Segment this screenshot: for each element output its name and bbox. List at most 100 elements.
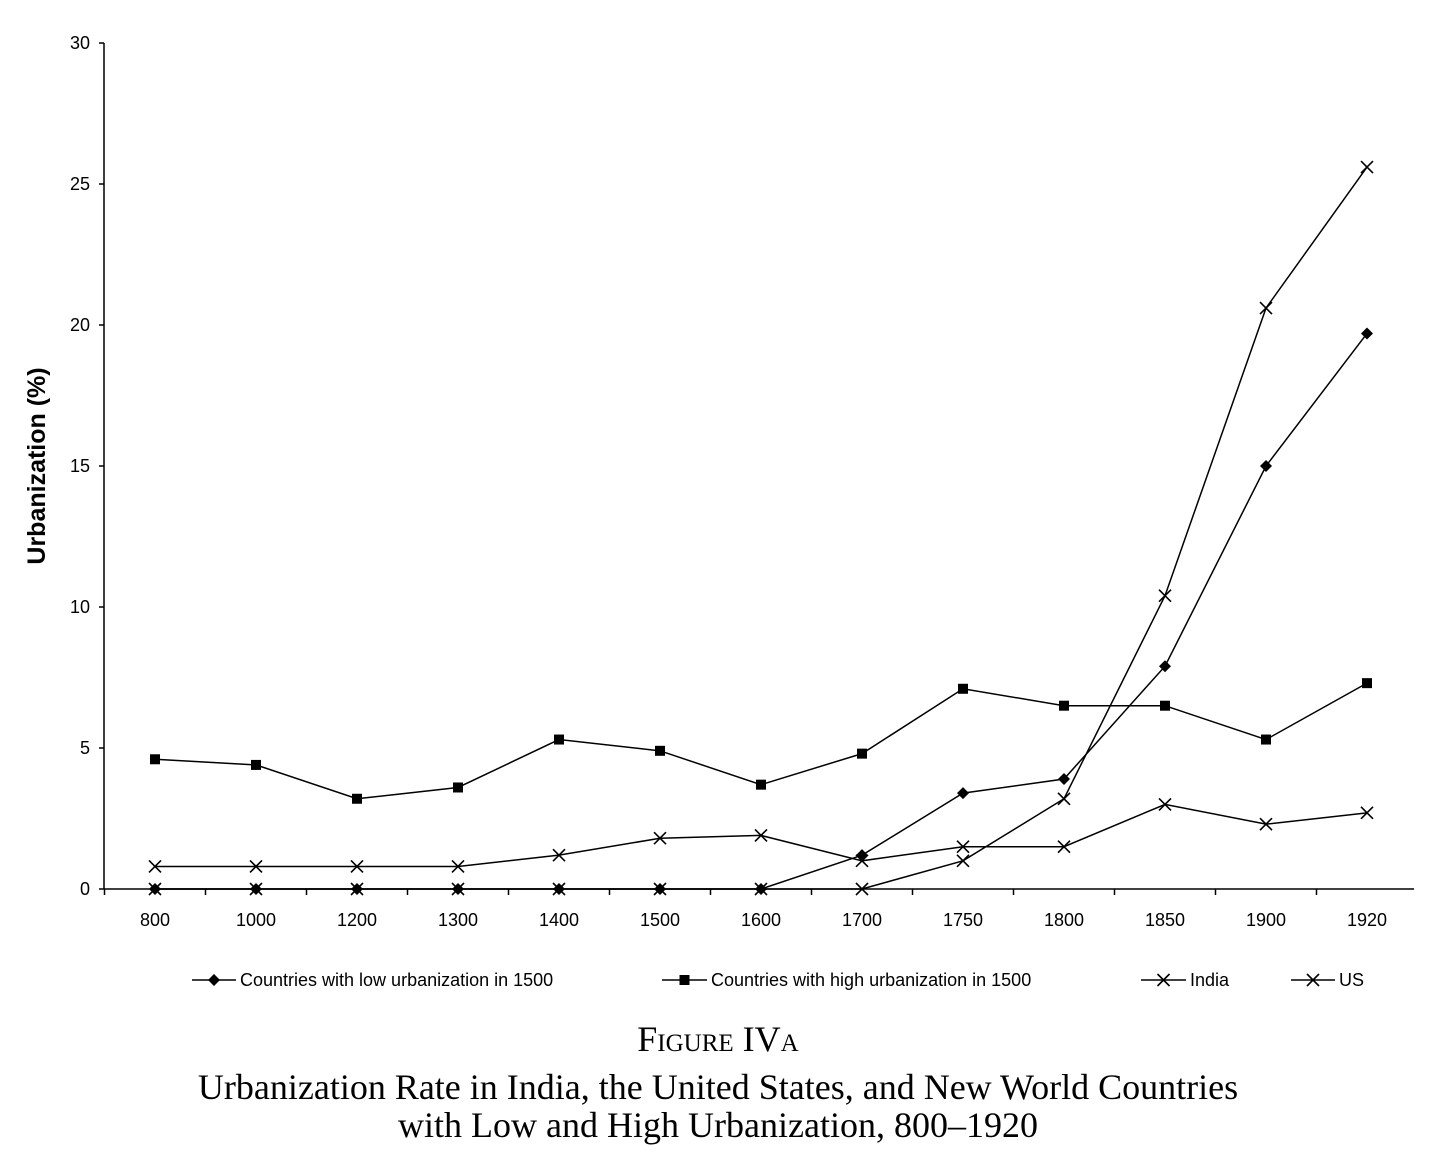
data-point [150,754,160,765]
chart: 0 5 10 15 20 25 30 800 1000 1200 1300 1400 1500 1600 1… [23,33,1414,990]
data-point [855,882,869,896]
x-marker-stroke [350,859,364,874]
data-point [957,787,969,800]
data-point [655,745,665,756]
data-point [148,859,162,874]
legend-label: Countries with high urbanization in 1500 [711,970,1031,990]
series-3 [148,160,1374,896]
x-tick-label: 800 [140,910,170,930]
data-point [451,882,465,896]
figure-label: Figure IVa [637,1019,799,1059]
data-point [1057,840,1071,854]
x-marker-stroke [350,882,364,896]
legend-marker [1156,973,1171,987]
data-point [756,779,766,790]
x-marker-stroke [1259,817,1273,831]
x-tick-label: 1400 [539,910,579,930]
x-marker-stroke [1306,973,1320,987]
x-marker-stroke [1158,797,1172,811]
x-marker-stroke [855,854,869,868]
data-point [249,882,263,896]
legend-label: US [1339,970,1364,990]
data-point [453,782,463,793]
data-point [1260,460,1272,472]
y-tick-label: 25 [70,174,90,194]
data-point [1158,797,1172,811]
y-tick-label: 20 [70,315,90,335]
series-layer [148,160,1374,896]
data-point [1159,660,1171,673]
x-marker-stroke [1057,792,1071,806]
x-marker-stroke [148,859,162,874]
data-point [1059,700,1069,711]
legend-item-0: Countries with low urbanization in 1500 [192,970,553,990]
x-marker-stroke [148,882,162,896]
x-marker-stroke [552,882,566,896]
data-point [249,859,263,874]
x-tick-label: 1750 [943,910,983,930]
data-point [1160,700,1170,711]
data-point [956,840,970,854]
data-point [1261,734,1271,745]
data-point [956,854,970,868]
x-marker-stroke [1360,806,1374,820]
legend-label: Countries with low urbanization in 1500 [240,970,553,990]
data-point [350,882,364,896]
y-tick-label: 30 [70,33,90,53]
x-marker-stroke [451,859,465,874]
data-point [857,748,867,759]
data-point [1058,773,1070,786]
legend-marker [1306,973,1320,987]
data-point [653,831,667,845]
y-tick-label: 15 [70,456,90,476]
series-2 [148,797,1374,874]
x-marker-stroke [451,882,465,896]
y-tick-label: 5 [80,738,90,758]
data-point [451,859,465,874]
series-line [155,333,1368,890]
y-tick-label: 10 [70,597,90,617]
data-point [958,683,968,694]
data-point [552,848,566,862]
x-tick-label: 1700 [842,910,882,930]
data-point [1057,792,1071,806]
data-point [1158,589,1172,603]
x-tick-label: 1920 [1347,910,1387,930]
x-tick-label: 1200 [337,910,377,930]
x-marker-stroke [1360,160,1374,174]
x-marker-stroke [1158,589,1172,603]
data-point [754,882,768,896]
data-point [352,793,362,804]
x-tick-label: 1500 [640,910,680,930]
x-tick-label: 1300 [438,910,478,930]
x-tick-label: 1800 [1044,910,1084,930]
x-marker-stroke [754,828,768,842]
x-marker-stroke [1259,301,1273,315]
legend-label: India [1190,970,1230,990]
x-tick-label: 1850 [1145,910,1185,930]
data-point [552,882,566,896]
legend-marker [679,975,690,985]
data-point [554,734,564,745]
data-point [1361,327,1373,340]
x-marker-stroke [956,840,970,854]
legend-item-1: Countries with high urbanization in 1500 [662,970,1031,990]
data-point [350,859,364,874]
x-marker-stroke [653,882,667,896]
x-marker-stroke [653,831,667,845]
data-point [1259,301,1273,315]
x-marker-stroke [754,882,768,896]
data-point [1360,806,1374,820]
data-point [1362,678,1372,689]
data-point [1259,817,1273,831]
legend-item-3: US [1291,970,1364,990]
data-point [754,828,768,842]
y-tick-label: 0 [80,879,90,899]
data-point [148,882,162,896]
data-point [1360,160,1374,174]
x-marker-stroke [1057,840,1071,854]
data-point [251,759,261,770]
legend-marker [208,974,220,986]
x-tick-label: 1900 [1246,910,1286,930]
x-marker-stroke [956,854,970,868]
